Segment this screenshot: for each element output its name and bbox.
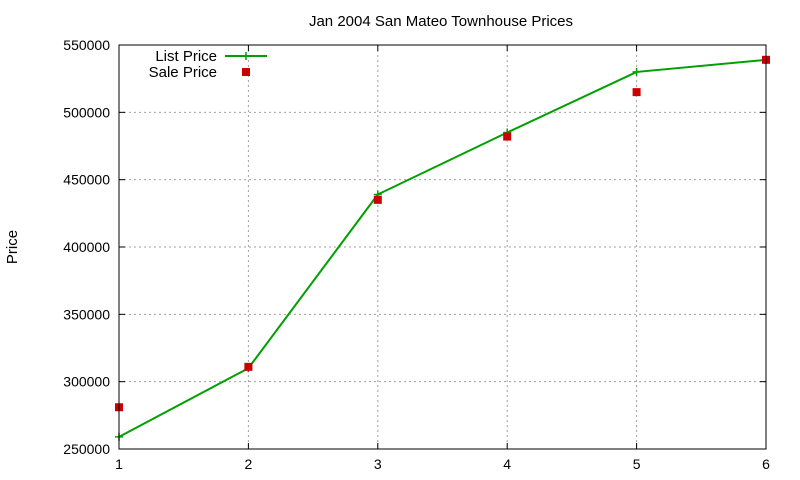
- y-tick-label: 450000: [63, 172, 110, 188]
- legend-marker-sale-price: [242, 68, 250, 76]
- chart-title: Jan 2004 San Mateo Townhouse Prices: [309, 13, 573, 30]
- y-tick-label: 400000: [63, 239, 110, 255]
- x-tick-label: 6: [762, 456, 770, 472]
- legend-label-sale-price: Sale Price: [149, 64, 217, 81]
- tick-labels: 250000 300000 350000 400000 450000 500000 5500…: [63, 37, 770, 472]
- y-axis-label: Price: [4, 230, 21, 264]
- list-price-line: [118, 58, 767, 438]
- sale-price-point: [244, 362, 253, 371]
- grid-lines: [119, 45, 766, 449]
- legend-label-list-price: List Price: [155, 48, 217, 65]
- y-tick-label: 250000: [63, 441, 110, 457]
- series-layer: [115, 55, 770, 441]
- y-tick-label: 300000: [63, 374, 110, 390]
- x-tick-label: 2: [245, 456, 253, 472]
- plot-border: [118, 44, 767, 450]
- sale-price-point: [373, 195, 382, 204]
- x-tick-label: 1: [115, 456, 123, 472]
- sale-price-point: [503, 132, 512, 141]
- legend-marker-list-price: [242, 52, 250, 60]
- list-price-point: [632, 67, 641, 76]
- x-tick-label: 4: [503, 456, 511, 472]
- y-tick-label: 350000: [63, 306, 110, 322]
- sale-price-point: [632, 88, 641, 97]
- y-tick-label: 500000: [63, 104, 110, 120]
- axis-ticks: [118, 44, 767, 450]
- x-tick-label: 3: [374, 456, 382, 472]
- y-tick-label: 550000: [63, 37, 110, 53]
- x-tick-label: 5: [633, 456, 641, 472]
